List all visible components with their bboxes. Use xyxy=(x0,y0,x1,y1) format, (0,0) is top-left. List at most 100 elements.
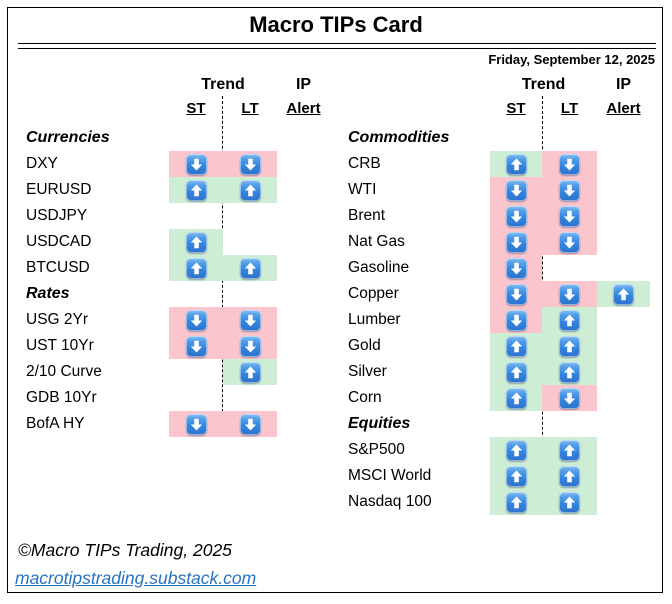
down-arrow-icon xyxy=(505,231,527,253)
down-arrow-icon xyxy=(185,335,207,357)
up-arrow-icon xyxy=(505,153,527,175)
down-arrow-icon xyxy=(239,153,261,175)
table-row: EURUSD xyxy=(0,177,672,203)
ip-header-right: IP xyxy=(615,76,632,93)
up-arrow-icon xyxy=(613,283,634,305)
down-arrow-icon xyxy=(239,413,261,435)
alert-column-header-left: Alert xyxy=(286,100,321,117)
row-label: Silver xyxy=(348,363,387,380)
table-row: USG 2Yr xyxy=(0,307,672,333)
up-arrow-icon xyxy=(559,491,580,513)
row-label: Copper xyxy=(348,285,399,302)
st-cell xyxy=(490,307,542,333)
up-arrow-icon xyxy=(559,465,580,487)
st-cell xyxy=(490,229,542,255)
down-arrow-icon xyxy=(559,205,580,227)
table-row: USDJPY xyxy=(0,203,672,229)
footer-link[interactable]: macrotipstrading.substack.com xyxy=(15,568,257,588)
table-row: Commodities xyxy=(0,125,672,151)
section-header: Commodities xyxy=(348,129,450,146)
down-arrow-icon xyxy=(185,413,207,435)
st-cell xyxy=(169,229,223,255)
lt-column-header-left: LT xyxy=(241,100,259,117)
row-label: EURUSD xyxy=(26,181,92,198)
lt-cell xyxy=(542,385,597,411)
lt-cell xyxy=(542,307,597,333)
section-header: Equities xyxy=(348,415,411,432)
st-cell xyxy=(169,307,223,333)
section-header: Currencies xyxy=(26,129,110,146)
lt-column-header-right: LT xyxy=(560,100,579,117)
st-cell xyxy=(169,411,223,437)
table-row: Brent xyxy=(0,203,672,229)
table-row: Gasoline xyxy=(0,255,672,281)
row-label: BTCUSD xyxy=(26,259,90,276)
up-arrow-icon xyxy=(505,439,527,461)
lt-cell xyxy=(542,151,597,177)
lt-cell xyxy=(542,333,597,359)
page-title: Macro TIPs Card xyxy=(249,12,423,37)
table-row: WTI xyxy=(0,177,672,203)
table-row: Currencies xyxy=(0,125,672,151)
row-label: Corn xyxy=(348,389,382,406)
row-label: Brent xyxy=(348,207,386,224)
table-row: Gold xyxy=(0,333,672,359)
lt-cell xyxy=(542,177,597,203)
lt-cell xyxy=(223,411,277,437)
table-row: Nat Gas xyxy=(0,229,672,255)
up-arrow-icon xyxy=(239,257,261,279)
row-label: Gasoline xyxy=(348,259,410,276)
up-arrow-icon xyxy=(185,231,207,253)
lt-cell xyxy=(542,281,597,307)
lt-cell xyxy=(223,359,277,385)
card-border xyxy=(7,7,663,593)
trend-header-right: Trend xyxy=(521,76,566,93)
st-cell xyxy=(169,333,223,359)
lt-cell xyxy=(223,177,277,203)
row-label: USDJPY xyxy=(26,207,88,224)
table-row: MSCI World xyxy=(0,463,672,489)
row-label: 2/10 Curve xyxy=(26,363,102,380)
row-label: DXY xyxy=(26,155,58,172)
alert-cell xyxy=(597,281,650,307)
trend-header-left: Trend xyxy=(201,76,245,93)
report-date: Friday, September 12, 2025 xyxy=(488,52,655,67)
lt-cell xyxy=(542,229,597,255)
down-arrow-icon xyxy=(505,309,527,331)
down-arrow-icon xyxy=(505,205,527,227)
table-row: Lumber xyxy=(0,307,672,333)
st-cell xyxy=(490,333,542,359)
up-arrow-icon xyxy=(185,257,207,279)
st-column-header-left: ST xyxy=(186,100,206,117)
st-cell xyxy=(490,463,542,489)
alert-column-header-right: Alert xyxy=(606,100,641,117)
table-row: GDB 10Yr xyxy=(0,385,672,411)
up-arrow-icon xyxy=(239,179,261,201)
up-arrow-icon xyxy=(559,335,580,357)
st-cell xyxy=(169,177,223,203)
up-arrow-icon xyxy=(505,335,527,357)
down-arrow-icon xyxy=(559,283,580,305)
up-arrow-icon xyxy=(559,361,580,383)
down-arrow-icon xyxy=(185,309,207,331)
st-column-header-right: ST xyxy=(506,100,526,117)
up-arrow-icon xyxy=(239,361,261,383)
footer-copyright: ©Macro TIPs Trading, 2025 xyxy=(18,540,232,560)
st-cell xyxy=(490,151,542,177)
table-row: Copper xyxy=(0,281,672,307)
up-arrow-icon xyxy=(505,465,527,487)
table-row: 2/10 Curve xyxy=(0,359,672,385)
down-arrow-icon xyxy=(239,335,261,357)
up-arrow-icon xyxy=(505,387,527,409)
row-label: Nasdaq 100 xyxy=(348,493,432,510)
row-label: WTI xyxy=(348,181,377,198)
row-label: CRB xyxy=(348,155,381,172)
table-row: Equities xyxy=(0,411,672,437)
st-cell xyxy=(169,255,223,281)
lt-cell xyxy=(223,255,277,281)
lt-cell xyxy=(542,359,597,385)
st-cell xyxy=(169,151,223,177)
up-arrow-icon xyxy=(505,491,527,513)
table-row: BofA HY xyxy=(0,411,672,437)
down-arrow-icon xyxy=(559,153,580,175)
